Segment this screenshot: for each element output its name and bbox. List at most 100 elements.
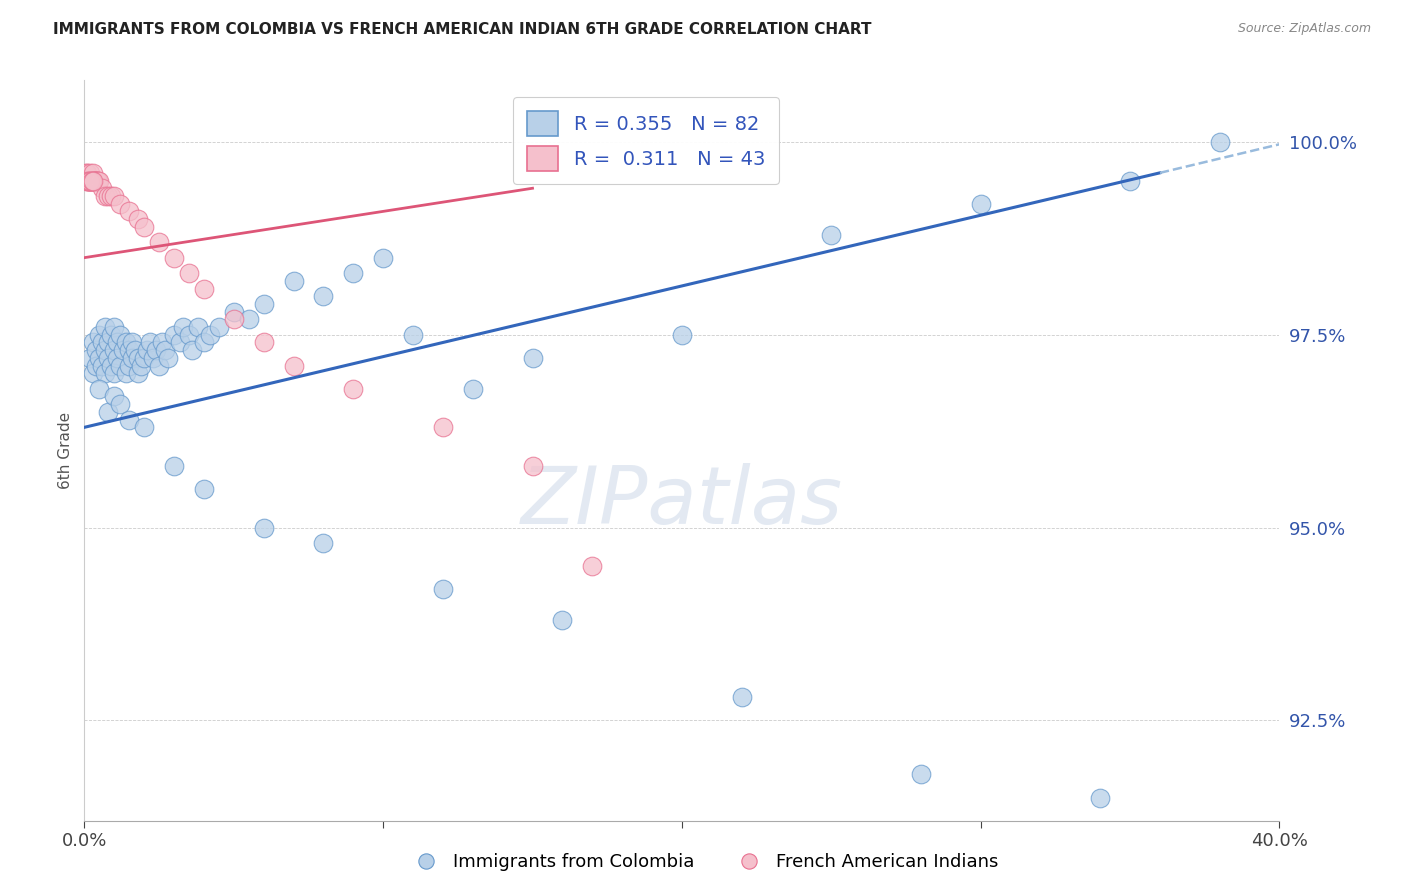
Point bbox=[193, 482, 215, 496]
Point bbox=[105, 335, 128, 350]
Point bbox=[89, 173, 111, 187]
Point bbox=[82, 173, 104, 187]
Legend: R = 0.355   N = 82, R =  0.311   N = 43: R = 0.355 N = 82, R = 0.311 N = 43 bbox=[513, 97, 779, 185]
Point bbox=[970, 196, 993, 211]
Point bbox=[75, 166, 97, 180]
Point bbox=[94, 320, 117, 334]
Point bbox=[132, 219, 156, 234]
Point bbox=[153, 343, 176, 358]
Point bbox=[79, 173, 101, 187]
Point bbox=[731, 690, 754, 705]
Point bbox=[238, 312, 260, 326]
Point bbox=[193, 281, 215, 295]
Point bbox=[82, 367, 104, 381]
Point bbox=[222, 312, 245, 326]
Point bbox=[83, 173, 105, 187]
Point bbox=[432, 582, 454, 597]
Point bbox=[312, 289, 335, 303]
Point bbox=[112, 343, 135, 358]
Point bbox=[103, 189, 125, 203]
Point bbox=[581, 559, 603, 574]
Point bbox=[402, 327, 425, 342]
Point bbox=[177, 327, 200, 342]
Point bbox=[100, 359, 122, 373]
Point bbox=[163, 327, 186, 342]
Point bbox=[97, 405, 120, 419]
Point bbox=[522, 351, 544, 365]
Point bbox=[121, 351, 143, 365]
Point bbox=[86, 173, 108, 187]
Point bbox=[82, 335, 104, 350]
Point bbox=[177, 266, 200, 280]
Point bbox=[910, 767, 932, 781]
Point bbox=[110, 397, 132, 411]
Point bbox=[118, 412, 141, 426]
Point bbox=[432, 420, 454, 434]
Point bbox=[86, 343, 108, 358]
Point bbox=[110, 359, 132, 373]
Point bbox=[91, 335, 114, 350]
Point bbox=[127, 351, 149, 365]
Point bbox=[1119, 173, 1142, 187]
Point bbox=[522, 458, 544, 473]
Point bbox=[91, 359, 114, 373]
Point bbox=[127, 212, 149, 227]
Point bbox=[89, 327, 111, 342]
Point bbox=[77, 173, 100, 187]
Point bbox=[253, 335, 276, 350]
Point bbox=[820, 227, 842, 242]
Point bbox=[86, 359, 108, 373]
Y-axis label: 6th Grade: 6th Grade bbox=[58, 412, 73, 489]
Point bbox=[94, 367, 117, 381]
Point bbox=[136, 343, 159, 358]
Point bbox=[208, 320, 231, 334]
Point bbox=[145, 343, 167, 358]
Point bbox=[121, 335, 143, 350]
Point bbox=[79, 166, 101, 180]
Point bbox=[172, 320, 194, 334]
Point bbox=[86, 173, 108, 187]
Point bbox=[187, 320, 209, 334]
Point bbox=[163, 458, 186, 473]
Point bbox=[97, 335, 120, 350]
Point bbox=[142, 351, 165, 365]
Point bbox=[80, 173, 103, 187]
Point bbox=[84, 173, 107, 187]
Point bbox=[76, 173, 98, 187]
Point bbox=[100, 327, 122, 342]
Point bbox=[193, 335, 215, 350]
Point bbox=[80, 173, 103, 187]
Point bbox=[124, 343, 146, 358]
Point bbox=[169, 335, 191, 350]
Point bbox=[222, 304, 245, 318]
Point bbox=[129, 359, 152, 373]
Point bbox=[283, 274, 305, 288]
Text: Source: ZipAtlas.com: Source: ZipAtlas.com bbox=[1237, 22, 1371, 36]
Point bbox=[139, 335, 162, 350]
Point bbox=[87, 173, 110, 187]
Point bbox=[312, 536, 335, 550]
Point bbox=[373, 251, 395, 265]
Legend: Immigrants from Colombia, French American Indians: Immigrants from Colombia, French America… bbox=[401, 847, 1005, 879]
Point bbox=[105, 351, 128, 365]
Point bbox=[342, 382, 364, 396]
Point bbox=[89, 351, 111, 365]
Point bbox=[103, 343, 125, 358]
Point bbox=[1209, 135, 1232, 149]
Point bbox=[551, 613, 574, 627]
Point bbox=[83, 173, 105, 187]
Point bbox=[103, 320, 125, 334]
Point bbox=[82, 166, 104, 180]
Point bbox=[77, 173, 100, 187]
Point bbox=[1090, 790, 1112, 805]
Point bbox=[148, 359, 170, 373]
Point bbox=[91, 181, 114, 195]
Point bbox=[283, 359, 305, 373]
Point bbox=[94, 343, 117, 358]
Point bbox=[80, 173, 103, 187]
Point bbox=[198, 327, 221, 342]
Point bbox=[89, 382, 111, 396]
Point bbox=[97, 189, 120, 203]
Point bbox=[110, 327, 132, 342]
Point bbox=[132, 351, 156, 365]
